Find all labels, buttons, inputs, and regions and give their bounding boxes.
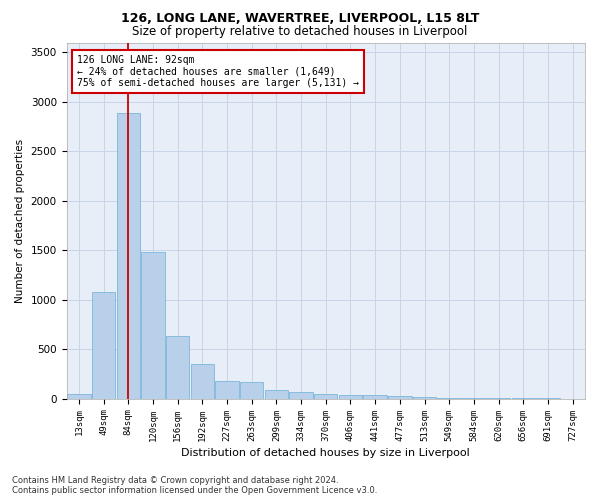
X-axis label: Distribution of detached houses by size in Liverpool: Distribution of detached houses by size … (181, 448, 470, 458)
Text: Size of property relative to detached houses in Liverpool: Size of property relative to detached ho… (133, 25, 467, 38)
Bar (191, 364, 214, 398)
Bar (339, 394, 362, 398)
Bar (289, 392, 313, 398)
Bar (314, 394, 337, 398)
Bar (141, 252, 164, 398)
Bar (215, 382, 239, 398)
Bar (92, 292, 115, 399)
Bar (413, 397, 436, 398)
Y-axis label: Number of detached properties: Number of detached properties (15, 138, 25, 302)
Bar (166, 336, 190, 398)
Bar (265, 390, 288, 398)
Bar (67, 394, 91, 398)
Bar (116, 112, 140, 399)
Bar (388, 396, 412, 398)
Text: 126 LONG LANE: 92sqm
← 24% of detached houses are smaller (1,649)
75% of semi-de: 126 LONG LANE: 92sqm ← 24% of detached h… (77, 55, 359, 88)
Bar (364, 395, 387, 398)
Text: Contains HM Land Registry data © Crown copyright and database right 2024.: Contains HM Land Registry data © Crown c… (12, 476, 338, 485)
Text: 126, LONG LANE, WAVERTREE, LIVERPOOL, L15 8LT: 126, LONG LANE, WAVERTREE, LIVERPOOL, L1… (121, 12, 479, 26)
Bar (240, 382, 263, 398)
Text: Contains public sector information licensed under the Open Government Licence v3: Contains public sector information licen… (12, 486, 377, 495)
